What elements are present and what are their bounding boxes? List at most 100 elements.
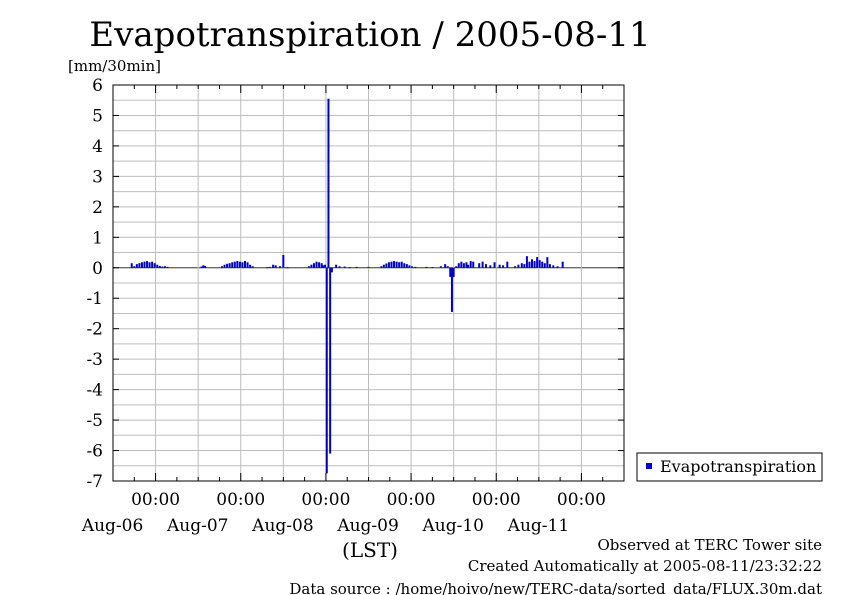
data-bar — [348, 267, 351, 269]
data-bar — [158, 265, 161, 268]
data-bar — [439, 266, 442, 268]
data-bar — [533, 261, 536, 268]
data-bar — [517, 264, 520, 268]
data-bar — [355, 266, 358, 268]
data-bar — [310, 264, 313, 268]
x-tick-label-date: Aug-07 — [166, 516, 228, 536]
data-bar — [380, 266, 383, 268]
data-bar — [153, 263, 156, 268]
data-bar — [469, 261, 472, 268]
y-tick-label: -3 — [86, 350, 103, 370]
data-bar — [462, 263, 465, 268]
data-bar — [315, 261, 318, 268]
data-bar — [525, 256, 528, 268]
data-bar — [324, 264, 327, 268]
data-bar — [327, 98, 330, 268]
data-bar — [385, 263, 388, 268]
data-bar — [335, 264, 338, 268]
data-bar — [322, 265, 325, 268]
data-bar — [130, 263, 133, 268]
data-bar — [400, 261, 403, 268]
data-bar — [450, 267, 453, 312]
data-bar — [135, 264, 138, 268]
x-tick-label-time: 00:00 — [131, 490, 180, 510]
y-tick-label: 5 — [92, 106, 103, 126]
data-bar — [485, 264, 488, 268]
data-bar — [478, 263, 481, 268]
y-axis-unit-label: [mm/30min] — [68, 57, 161, 75]
data-bar — [446, 266, 449, 268]
data-bar — [233, 261, 236, 268]
data-bar — [548, 264, 551, 268]
y-tick-label: -5 — [86, 411, 103, 431]
x-tick-label-date: Aug-08 — [251, 516, 313, 536]
data-bar — [513, 266, 516, 268]
grid-layer — [112, 84, 625, 482]
data-bar — [502, 265, 505, 268]
data-bar — [472, 261, 475, 268]
data-bar — [221, 266, 224, 268]
data-bar — [320, 263, 323, 268]
chart-title: Evapotranspiration / 2005-08-11 — [89, 15, 650, 55]
y-tick-label: -7 — [86, 472, 103, 492]
data-bar — [238, 261, 241, 268]
footer-site: Observed at TERC Tower site — [597, 536, 822, 554]
x-tick-label-date: Aug-06 — [81, 516, 143, 536]
data-bar — [457, 263, 460, 268]
y-tick-label: -4 — [86, 381, 103, 401]
data-bar — [244, 261, 247, 268]
data-bar — [531, 259, 534, 268]
legend-swatch — [646, 463, 652, 469]
data-bar — [481, 261, 484, 268]
data-bar — [425, 266, 428, 268]
data-bar — [367, 266, 370, 268]
data-bar — [202, 265, 205, 268]
data-bar — [241, 262, 244, 268]
data-bar — [444, 264, 447, 268]
data-bar — [467, 264, 470, 268]
data-bar — [226, 263, 229, 268]
y-tick-label: 6 — [92, 76, 103, 96]
data-bar — [408, 265, 411, 268]
x-tick-label-time: 00:00 — [472, 490, 521, 510]
legend-label: Evapotranspiration — [660, 457, 816, 476]
data-bar — [282, 254, 285, 268]
data-bar — [395, 261, 398, 268]
data-bar — [156, 264, 159, 268]
data-bar — [546, 257, 549, 268]
bar-layer — [130, 98, 564, 474]
y-tick-label: -6 — [86, 442, 103, 462]
data-bar — [146, 261, 149, 268]
data-bar — [382, 264, 385, 268]
data-bar — [498, 264, 501, 268]
data-bar — [556, 266, 559, 268]
data-bar — [223, 264, 226, 268]
data-bar — [166, 266, 169, 268]
data-bar — [541, 261, 544, 268]
data-bar — [272, 264, 275, 268]
data-bar — [329, 267, 332, 454]
data-bar — [231, 262, 234, 268]
data-bar — [405, 264, 408, 268]
y-tick-label: 2 — [92, 198, 103, 218]
data-bar — [161, 266, 164, 268]
data-bar — [552, 265, 555, 268]
data-bar — [143, 261, 146, 268]
x-tick-label-date: Aug-11 — [507, 516, 569, 536]
data-bar — [506, 261, 509, 268]
y-tick-label: 4 — [92, 137, 103, 157]
x-tick-label-date: Aug-10 — [422, 516, 484, 536]
x-tick-label-date: Aug-09 — [336, 516, 398, 536]
data-bar — [455, 266, 458, 268]
data-bar — [543, 263, 546, 268]
y-tick-label: 3 — [92, 167, 103, 187]
data-bar — [465, 262, 468, 268]
y-tick-label: -1 — [86, 289, 103, 309]
x-tick-label-time: 00:00 — [301, 490, 350, 510]
data-bar — [520, 263, 523, 268]
data-bar — [431, 267, 434, 269]
data-bar — [489, 265, 492, 268]
data-bar — [151, 261, 154, 268]
data-bar — [203, 265, 206, 268]
data-bar — [325, 267, 328, 474]
